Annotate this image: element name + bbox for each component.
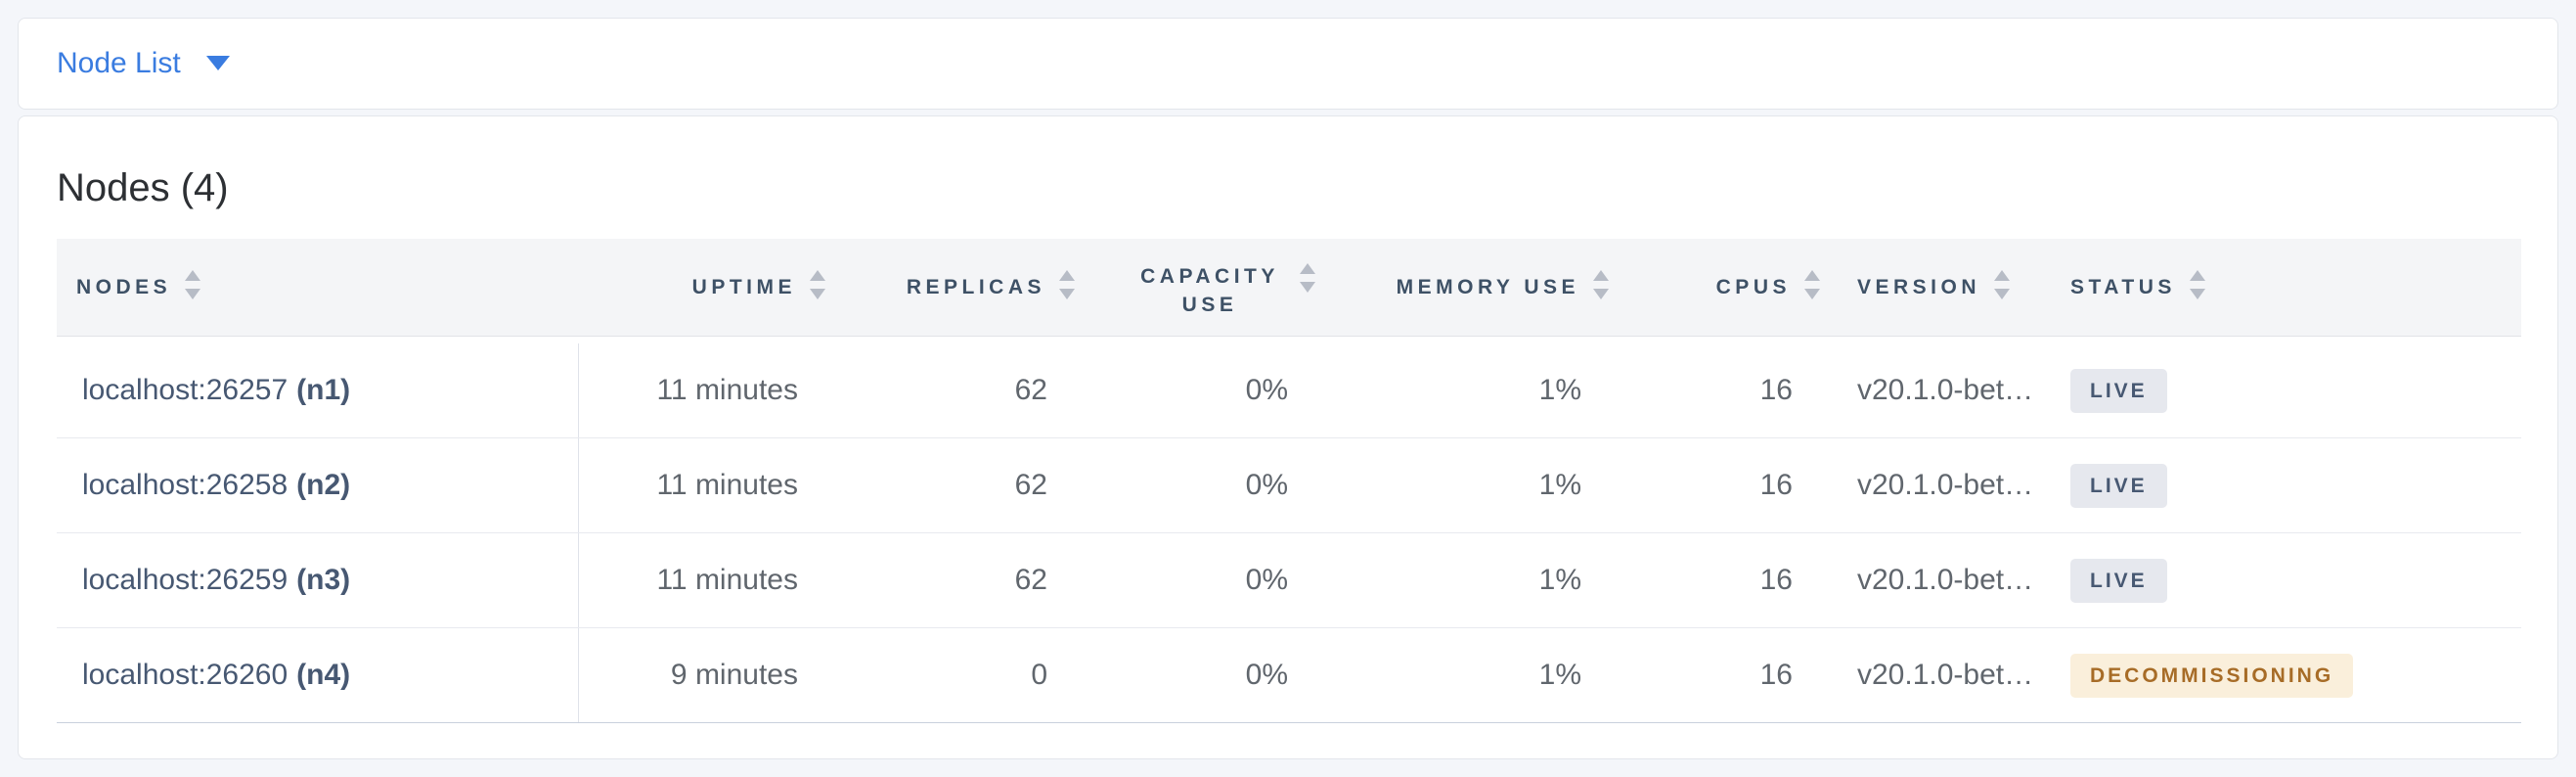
column-header-uptime[interactable]: Uptime	[579, 239, 827, 336]
memory-use-cell: 1%	[1538, 659, 1581, 691]
view-selector-dropdown[interactable]: Node List	[57, 49, 230, 78]
node-id: (n1)	[296, 374, 351, 406]
cpus-cell: 16	[1759, 659, 1793, 691]
node-address-cell: localhost:26258 (n2)	[57, 438, 579, 532]
sort-icon	[2188, 269, 2207, 305]
status-cell: LIVE	[2057, 368, 2521, 413]
sort-icon	[808, 269, 827, 305]
column-header-nodes[interactable]: Nodes	[57, 239, 579, 336]
replicas-cell: 62	[1014, 374, 1047, 406]
version-cell: v20.1.0-bet…	[1857, 469, 2034, 501]
sort-icon	[1802, 269, 1822, 305]
view-selector-bar: Node List	[18, 18, 2558, 110]
sort-icon	[1057, 269, 1077, 305]
memory-use-cell: 1%	[1538, 469, 1581, 501]
memory-use-cell: 1%	[1538, 564, 1581, 596]
node-address-link[interactable]: localhost:26258	[82, 469, 289, 501]
capacity-use-cell: 0%	[1245, 374, 1288, 406]
column-header-capacity-use[interactable]: Capacity Use	[1077, 239, 1317, 336]
status-cell: LIVE	[2057, 463, 2521, 508]
sort-icon	[1992, 269, 2012, 305]
nodes-table: Nodes Uptime Replicas Capacity Use Memor…	[57, 239, 2521, 723]
cpus-cell: 16	[1759, 374, 1793, 406]
status-badge: DECOMMISSIONING	[2070, 653, 2354, 698]
table-row-n2: localhost:26258 (n2) 11 minutes 62 0% 1%…	[57, 438, 2521, 533]
uptime-cell: 11 minutes	[656, 469, 798, 501]
status-badge: LIVE	[2070, 558, 2167, 603]
column-header-label: Version	[1857, 275, 1981, 298]
sort-icon	[1298, 262, 1317, 298]
node-address-link[interactable]: localhost:26260	[82, 659, 289, 691]
uptime-cell: 11 minutes	[656, 374, 798, 406]
capacity-use-cell: 0%	[1245, 659, 1288, 691]
cpus-cell: 16	[1759, 564, 1793, 596]
table-row-n4: localhost:26260 (n4) 9 minutes 0 0% 1% 1…	[57, 628, 2521, 723]
version-cell: v20.1.0-bet…	[1857, 564, 2034, 596]
node-address-cell: localhost:26260 (n4)	[57, 628, 579, 722]
table-row-n3: localhost:26259 (n3) 11 minutes 62 0% 1%…	[57, 533, 2521, 628]
column-header-label: Uptime	[691, 275, 796, 298]
node-address-cell: localhost:26259 (n3)	[57, 533, 579, 627]
column-header-replicas[interactable]: Replicas	[827, 239, 1077, 336]
uptime-cell: 9 minutes	[670, 659, 798, 691]
column-header-label: Status	[2070, 275, 2176, 298]
replicas-cell: 62	[1014, 564, 1047, 596]
section-title: Nodes (4)	[57, 166, 229, 209]
column-header-cpus[interactable]: CPUs	[1611, 239, 1822, 336]
nodes-card: Nodes (4) Nodes Uptime Replicas Capacity…	[18, 115, 2558, 759]
version-cell: v20.1.0-bet…	[1857, 659, 2034, 691]
node-address-link[interactable]: localhost:26257	[82, 374, 289, 406]
column-header-label: Nodes	[76, 275, 172, 298]
status-badge: LIVE	[2070, 463, 2167, 508]
column-header-label: Replicas	[906, 275, 1045, 298]
sort-icon	[183, 269, 202, 305]
column-header-memory-use[interactable]: Memory Use	[1317, 239, 1611, 336]
chevron-down-icon	[205, 56, 230, 75]
status-cell: LIVE	[2057, 558, 2521, 603]
capacity-use-cell: 0%	[1245, 469, 1288, 501]
column-header-version[interactable]: Version	[1822, 239, 2057, 336]
column-header-status[interactable]: Status	[2057, 239, 2521, 336]
status-badge: LIVE	[2070, 368, 2167, 413]
column-header-label: CPUs	[1715, 275, 1791, 298]
replicas-cell: 0	[1031, 659, 1047, 691]
node-id: (n4)	[296, 659, 351, 691]
uptime-cell: 11 minutes	[656, 564, 798, 596]
node-address-cell: localhost:26257 (n1)	[57, 343, 579, 437]
view-selector-label: Node List	[57, 47, 181, 79]
status-cell: DECOMMISSIONING	[2057, 653, 2521, 698]
node-id: (n3)	[296, 564, 351, 596]
table-row-n1: localhost:26257 (n1) 11 minutes 62 0% 1%…	[57, 343, 2521, 438]
column-header-label: Memory Use	[1396, 275, 1579, 298]
cpus-cell: 16	[1759, 469, 1793, 501]
table-header-row: Nodes Uptime Replicas Capacity Use Memor…	[57, 239, 2521, 337]
capacity-use-cell: 0%	[1245, 564, 1288, 596]
replicas-cell: 62	[1014, 469, 1047, 501]
column-header-label: Capacity Use	[1140, 265, 1279, 317]
sort-icon	[1591, 269, 1611, 305]
node-address-link[interactable]: localhost:26259	[82, 564, 289, 596]
node-id: (n2)	[296, 469, 351, 501]
version-cell: v20.1.0-bet…	[1857, 374, 2034, 406]
memory-use-cell: 1%	[1538, 374, 1581, 406]
